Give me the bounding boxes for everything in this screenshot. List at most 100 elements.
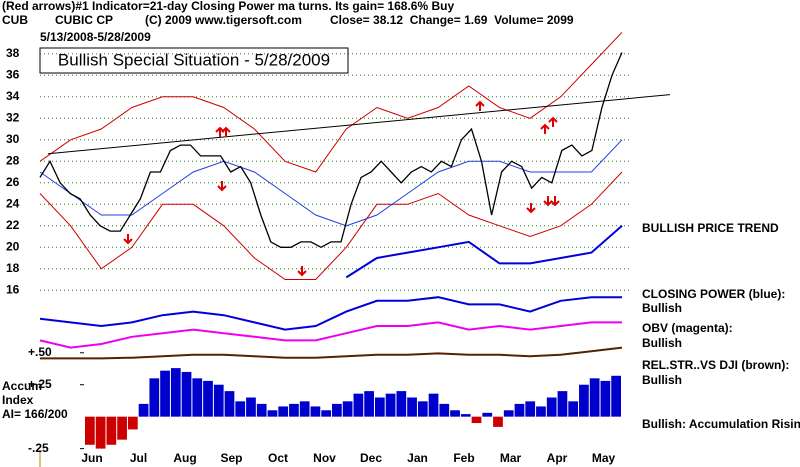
accum-bar: [278, 406, 289, 417]
y-tick-label: 28: [6, 153, 20, 167]
indicator-line: [39, 321, 622, 349]
accum-bar: [482, 412, 493, 417]
accum-bar: [256, 403, 267, 417]
accum-bar: [428, 393, 439, 417]
signal-arrow: [526, 203, 536, 214]
accum-bar: [160, 370, 170, 417]
x-tick-label: Feb: [453, 451, 474, 465]
accum-bar: [471, 416, 482, 424]
legend-label: OBV (magenta):: [642, 321, 733, 335]
y-tick-label: 18: [6, 261, 20, 275]
chart-title: Bullish Special Situation - 5/28/2009: [58, 50, 330, 69]
y-tick-label: 26: [6, 175, 20, 189]
legend-label: REL.STR..VS DJI (brown):: [642, 358, 789, 372]
accum-label: Accum: [2, 379, 42, 393]
x-tick-label: Sep: [220, 451, 242, 465]
accum-bar: [95, 416, 106, 449]
accum-bar: [407, 397, 417, 417]
trend-line: [47, 94, 671, 155]
signal-arrow: [297, 266, 307, 277]
signal-arrow: [221, 126, 231, 137]
accum-bar: [149, 378, 160, 417]
legend-status: Bullish: [642, 373, 682, 387]
accum-bar: [181, 371, 192, 417]
accum-status: Bullish: Accumulation Rising: [642, 417, 800, 431]
accum-bar: [385, 393, 396, 417]
price-line: [39, 52, 623, 249]
x-tick-label: Jun: [81, 451, 102, 465]
accum-bar: [138, 403, 149, 417]
accum-bar: [224, 391, 235, 417]
band-line: [39, 139, 623, 227]
x-tick-label: Mar: [500, 451, 522, 465]
band-line: [345, 225, 623, 279]
legend-label: CLOSING POWER (blue):: [642, 287, 785, 301]
accum-bar: [235, 401, 246, 417]
signal-arrow: [543, 196, 553, 207]
quote: Close= 38.12 Change= 1.69 Volume= 2099: [330, 13, 574, 27]
accum-tick-label: +.50: [28, 345, 52, 359]
accum-bar: [503, 410, 514, 417]
accum-bar: [192, 378, 203, 417]
accum-tick-label: -.25: [28, 441, 49, 455]
x-tick-label: Dec: [360, 451, 382, 465]
accum-bar: [579, 384, 589, 417]
accum-bar: [127, 416, 138, 430]
accum-bar: [342, 401, 353, 417]
band-line: [39, 31, 623, 173]
trend-label: BULLISH PRICE TREND: [642, 221, 779, 235]
accum-bar: [213, 384, 224, 417]
accum-bar: [321, 410, 332, 417]
accum-bar: [396, 391, 407, 417]
legend-status: Bullish: [642, 336, 682, 350]
accum-bar: [267, 410, 278, 417]
signal-arrow: [548, 116, 558, 127]
y-tick-label: 30: [6, 132, 20, 146]
accum-bar: [493, 416, 503, 427]
accum-bar: [85, 416, 95, 445]
signal-arrow: [475, 100, 485, 111]
indicator-note: (Red arrows)#1 Indicator=21-day Closing …: [2, 0, 454, 13]
indicator-line: [40, 346, 623, 360]
accum-bar: [170, 368, 181, 417]
accum-bar: [525, 401, 536, 417]
accum-bar: [374, 397, 385, 417]
accum-bar: [460, 414, 471, 417]
accum-bar: [106, 416, 117, 445]
accum-bar: [364, 391, 374, 417]
y-tick-label: 32: [6, 110, 20, 124]
band-line: [39, 171, 623, 280]
title-box: [39, 47, 349, 74]
y-tick-label: 38: [6, 46, 20, 60]
y-tick-label: 36: [6, 67, 20, 81]
accum-bar: [289, 403, 299, 417]
accum-label: Index: [2, 393, 34, 407]
signal-arrow: [217, 181, 227, 192]
accum-bar: [246, 397, 256, 417]
y-tick-label: 22: [6, 218, 20, 232]
accum-bar: [117, 416, 127, 440]
symbol: CUB: [2, 13, 28, 27]
accum-bar: [589, 378, 600, 417]
copyright: (C) 2009 www.tigersoft.com: [145, 13, 302, 27]
accum-summary: AI= 166/200: [2, 407, 68, 421]
legend-status: Bullish: [642, 301, 682, 315]
accum-bar: [299, 401, 310, 417]
accum-bar: [450, 410, 460, 417]
accum-bar: [557, 391, 568, 417]
indicator-line: [39, 296, 622, 331]
accum-bar: [536, 406, 546, 417]
accum-bar: [439, 403, 450, 417]
x-tick-label: Jul: [130, 451, 147, 465]
y-tick-label: 24: [6, 196, 20, 210]
x-tick-label: Oct: [268, 451, 288, 465]
accum-bar: [353, 393, 364, 417]
accum-bar: [611, 375, 621, 417]
accum-bar: [600, 380, 611, 417]
signal-arrow: [550, 196, 560, 207]
x-tick-label: Jan: [407, 451, 428, 465]
company: CUBIC CP: [55, 13, 113, 27]
accum-bar: [310, 406, 321, 417]
y-tick-label: 20: [6, 239, 20, 253]
